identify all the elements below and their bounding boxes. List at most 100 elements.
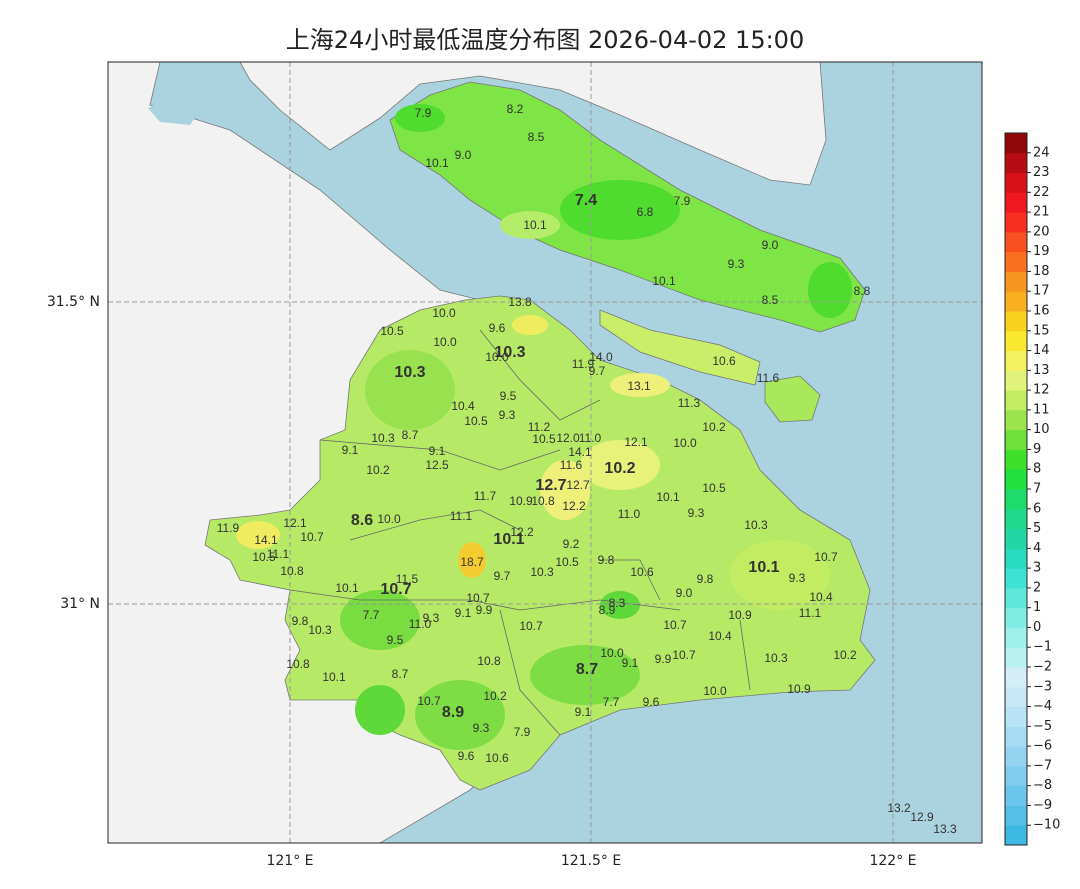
colorbar-band bbox=[1005, 469, 1027, 490]
x-axis-label: 122° E bbox=[869, 853, 916, 869]
colorbar-tick-label: −7 bbox=[1033, 758, 1052, 773]
station-value: 10.3 bbox=[494, 344, 525, 361]
station-value: 11.1 bbox=[450, 509, 473, 523]
station-value: 9.6 bbox=[458, 749, 475, 763]
colorbar-tick-label: −8 bbox=[1033, 778, 1052, 793]
station-value: 10.5 bbox=[702, 481, 726, 495]
station-value: 13.8 bbox=[508, 295, 532, 309]
station-value: 10.7 bbox=[663, 618, 687, 632]
station-value: 9.9 bbox=[655, 652, 672, 666]
station-value: 6.8 bbox=[637, 205, 654, 219]
station-value: 9.5 bbox=[500, 389, 517, 403]
colorbar-band bbox=[1005, 311, 1027, 332]
station-value: 10.2 bbox=[604, 460, 635, 477]
station-value: 11.1 bbox=[267, 547, 290, 561]
station-value: 10.3 bbox=[530, 565, 554, 579]
station-value: 10.7 bbox=[814, 550, 838, 564]
station-value: 10.6 bbox=[712, 354, 736, 368]
station-value: 8.9 bbox=[599, 603, 616, 617]
colorbar-tick-label: 5 bbox=[1033, 521, 1041, 536]
station-value: 10.7 bbox=[417, 694, 441, 708]
station-value: 10.4 bbox=[809, 590, 833, 604]
north-land bbox=[239, 62, 827, 186]
colorbar-band bbox=[1005, 429, 1027, 450]
station-value: 9.6 bbox=[489, 321, 506, 335]
station-value: 9.3 bbox=[728, 257, 745, 271]
colorbar-band bbox=[1005, 607, 1027, 628]
colorbar-tick-label: 13 bbox=[1033, 363, 1050, 378]
station-value: 10.0 bbox=[673, 436, 697, 450]
colorbar-band bbox=[1005, 291, 1027, 312]
station-value: 12.7 bbox=[535, 477, 566, 494]
station-value: 9.3 bbox=[499, 408, 516, 422]
colorbar-band bbox=[1005, 548, 1027, 569]
colorbar-tick-label: 24 bbox=[1033, 145, 1050, 160]
colorbar-tick-label: −10 bbox=[1033, 818, 1060, 833]
station-value: 11.0 bbox=[618, 507, 641, 521]
station-value: 10.3 bbox=[764, 651, 788, 665]
station-value: 10.1 bbox=[493, 531, 524, 548]
colorbar-band bbox=[1005, 587, 1027, 609]
station-value: 10.1 bbox=[322, 670, 346, 684]
colorbar-band bbox=[1005, 746, 1027, 767]
graticule: 121° E 121.5° E 122° E 31.5° N 31° N bbox=[47, 62, 982, 869]
station-value: 9.3 bbox=[473, 721, 490, 735]
colorbar-band bbox=[1005, 647, 1027, 668]
colorbar-band bbox=[1005, 568, 1027, 589]
station-value: 10.1 bbox=[425, 156, 449, 170]
station-value: 9.1 bbox=[429, 444, 446, 458]
station-value: 9.1 bbox=[622, 656, 639, 670]
station-value: 13.1 bbox=[627, 379, 651, 393]
station-value: 11.3 bbox=[678, 396, 701, 410]
station-value: 10.7 bbox=[672, 648, 696, 662]
station-value: 10.3 bbox=[308, 623, 332, 637]
station-value: 11.2 bbox=[528, 420, 551, 434]
station-value: 10.5 bbox=[555, 555, 579, 569]
colorbar-tick-label: 11 bbox=[1033, 402, 1050, 417]
station-value: 10.7 bbox=[380, 581, 411, 598]
colorbar-tick-label: 1 bbox=[1033, 600, 1041, 615]
colorbar-tick-label: −2 bbox=[1033, 660, 1052, 675]
station-value: 10.9 bbox=[509, 494, 533, 508]
shanghai-mainland bbox=[204, 295, 876, 791]
map-frame bbox=[107, 61, 983, 844]
station-value: 10.1 bbox=[335, 581, 359, 595]
colorbar-band bbox=[1005, 152, 1027, 174]
shade bbox=[808, 262, 852, 318]
shade bbox=[415, 680, 505, 750]
x-axis-label: 121° E bbox=[266, 853, 313, 869]
station-value: 11.6 bbox=[757, 371, 780, 385]
colorbar-tick-label: 14 bbox=[1033, 343, 1050, 358]
station-value: 9.7 bbox=[494, 569, 511, 583]
station-value: 11.7 bbox=[474, 489, 497, 503]
x-axis-label: 121.5° E bbox=[561, 853, 621, 869]
station-value: 10.0 bbox=[485, 350, 509, 364]
station-value: 12.1 bbox=[283, 516, 307, 530]
district-borders bbox=[289, 329, 751, 736]
station-value: 11.0 bbox=[409, 617, 432, 631]
station-value: 8.7 bbox=[402, 428, 419, 442]
y-axis-label: 31.5° N bbox=[47, 294, 100, 310]
station-value: 11.6 bbox=[560, 458, 583, 472]
colorbar-tick-label: 15 bbox=[1033, 323, 1050, 338]
shade bbox=[340, 590, 420, 650]
station-value: 8.2 bbox=[507, 102, 524, 116]
colorbar-tick-label: 23 bbox=[1033, 165, 1050, 180]
colorbar-band bbox=[1005, 350, 1027, 371]
station-value: 9.5 bbox=[387, 633, 404, 647]
station-value: 10.8 bbox=[280, 564, 304, 578]
station-value: 7.7 bbox=[603, 695, 620, 709]
station-value: 12.2 bbox=[510, 525, 534, 539]
station-value: 7.9 bbox=[415, 106, 432, 120]
colorbar-band bbox=[1005, 489, 1027, 510]
colorbar-tick-label: 21 bbox=[1033, 205, 1050, 220]
colorbar-tick-label: 8 bbox=[1033, 462, 1041, 477]
station-value: 8.7 bbox=[576, 661, 598, 678]
colorbar-tick-label: 19 bbox=[1033, 244, 1050, 259]
colorbar-band bbox=[1005, 726, 1027, 747]
station-value: 12.0 bbox=[556, 431, 580, 445]
shade bbox=[395, 104, 445, 132]
colorbar-tick-label: 18 bbox=[1033, 264, 1050, 279]
station-value: 12.5 bbox=[425, 458, 449, 472]
